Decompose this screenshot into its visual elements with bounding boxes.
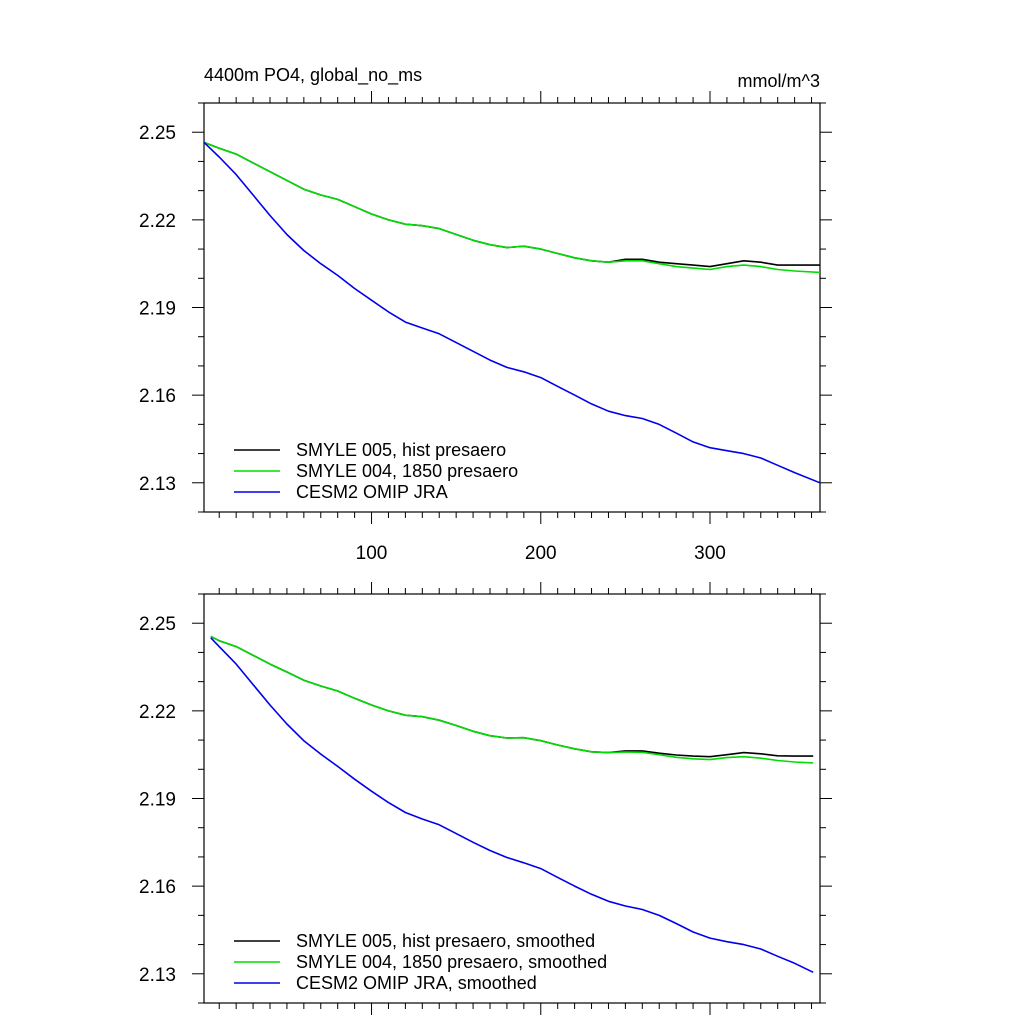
y-tick-label: 2.16 [139, 386, 176, 407]
y-tick-label: 2.19 [139, 790, 176, 811]
legend-label-0: SMYLE 005, hist presaero, smoothed [296, 931, 595, 951]
units-label: mmol/m^3 [738, 71, 820, 91]
y-tick-label: 2.22 [139, 211, 176, 232]
y-tick-label: 2.13 [139, 474, 176, 495]
chart-title: 4400m PO4, global_no_ms [204, 65, 422, 86]
y-tick-label: 2.13 [139, 965, 176, 986]
legend-label-2: CESM2 OMIP JRA, smoothed [296, 973, 537, 993]
bottom-panel: 2.13 2.16 2.19 2.22 2.25 SMYLE 005, hist pres… [139, 582, 832, 1015]
series-line-1 [210, 635, 814, 764]
y-tick-label: 2.25 [139, 614, 176, 635]
y-tick-label: 2.25 [139, 123, 176, 144]
series-line-2 [210, 637, 814, 974]
legend-label-1: SMYLE 004, 1850 presaero, smoothed [296, 952, 607, 972]
x-tick-label: 200 [525, 543, 557, 564]
top-panel: 2.13 2.16 2.19 2.22 2.25 100 200 300 SMYLE 005, … [139, 91, 832, 564]
x-tick-label: 100 [356, 543, 388, 564]
y-tick-label: 2.19 [139, 299, 176, 320]
series-line-2 [204, 141, 820, 484]
legend-label-1: SMYLE 004, 1850 presaero [296, 461, 518, 481]
legend-label-2: CESM2 OMIP JRA [296, 482, 448, 502]
y-tick-label: 2.16 [139, 877, 176, 898]
y-tick-label: 2.22 [139, 702, 176, 723]
x-tick-label: 300 [694, 543, 726, 564]
legend-label-0: SMYLE 005, hist presaero [296, 440, 506, 460]
series-line-1 [204, 141, 820, 274]
